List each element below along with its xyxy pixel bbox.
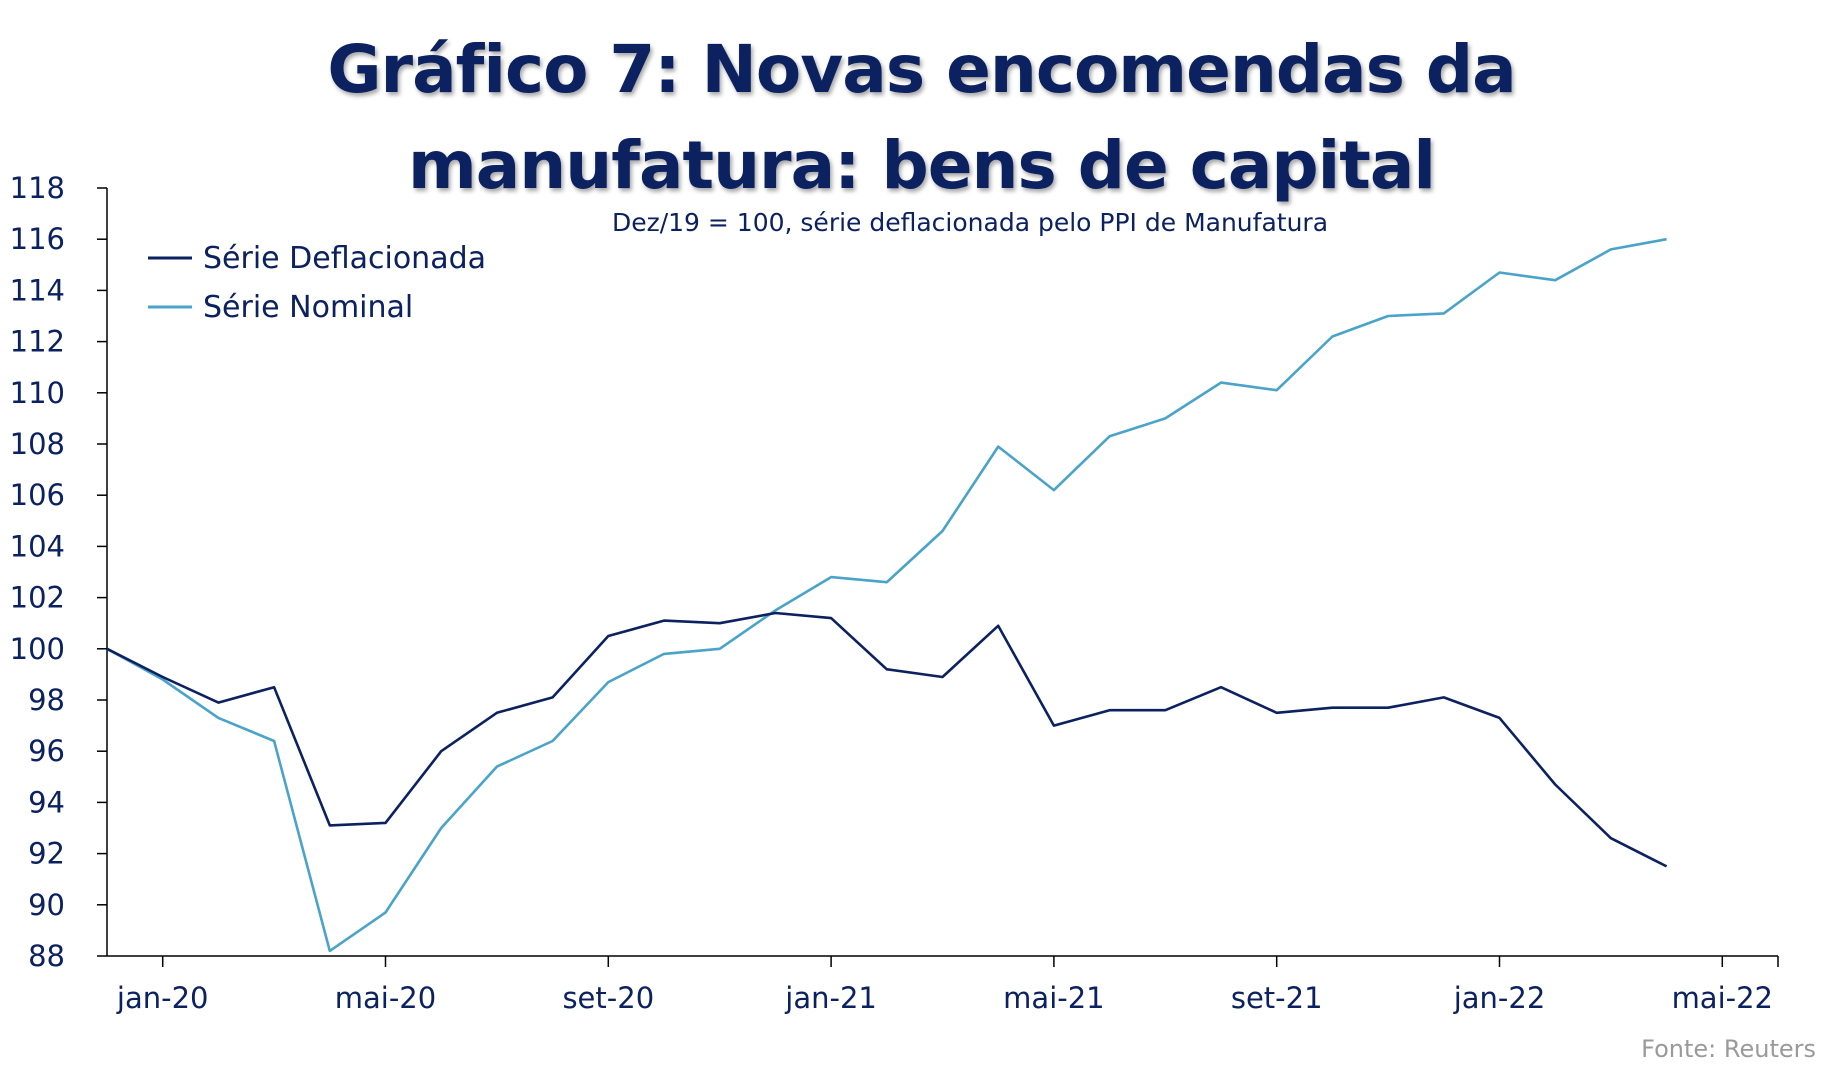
series-line-nominal <box>106 237 1667 953</box>
y-tick-label: 90 <box>28 888 65 922</box>
source-note: Fonte: Reuters <box>1641 1035 1816 1063</box>
y-tick-label: 114 <box>10 273 65 307</box>
x-tick-label: mai-20 <box>335 981 436 1015</box>
chart-lines <box>106 237 1668 953</box>
y-tick-label: 118 <box>10 171 65 205</box>
x-tick-label: jan-20 <box>116 981 209 1015</box>
x-tick-label: set-21 <box>1231 981 1323 1015</box>
y-tick-label: 110 <box>10 376 65 410</box>
chart-title: Gráfico 7: Novas encomendas da manufatur… <box>0 22 1843 214</box>
chart-title-line-1: Gráfico 7: Novas encomendas da <box>327 31 1516 108</box>
legend-label: Série Deflacionada <box>203 241 486 276</box>
y-tick-label: 104 <box>10 529 65 563</box>
chart-legend: Série Deflacionada Série Nominal <box>148 241 486 325</box>
y-tick-label: 102 <box>10 581 65 615</box>
x-tick-label: jan-22 <box>1453 981 1546 1015</box>
x-tick-label: mai-22 <box>1672 981 1773 1015</box>
y-tick-label: 98 <box>28 683 65 717</box>
y-tick-label: 112 <box>10 325 65 359</box>
y-tick-label: 92 <box>28 837 65 871</box>
y-tick-label: 108 <box>10 427 65 461</box>
legend-label: Série Nominal <box>203 290 413 325</box>
y-tick-label: 100 <box>10 632 65 666</box>
y-tick-label: 96 <box>28 734 65 768</box>
y-tick-label: 116 <box>10 222 65 256</box>
x-tick-label: set-20 <box>562 981 654 1015</box>
series-line-deflacionada <box>106 611 1668 868</box>
y-tick-label: 88 <box>28 939 65 973</box>
chart-subtitle: Dez/19 = 100, série deflacionada pelo PP… <box>611 208 1329 237</box>
y-tick-label: 94 <box>28 785 65 819</box>
y-tick-label: 106 <box>10 478 65 512</box>
chart-axes: 88 90 92 94 96 98 100 102 104 106 108 110 112 114 116 1… <box>10 171 1779 1015</box>
chart-title-line-2: manufatura: bens de capital <box>407 127 1436 204</box>
x-tick-label: mai-21 <box>1003 981 1104 1015</box>
x-tick-label: jan-21 <box>784 981 877 1015</box>
